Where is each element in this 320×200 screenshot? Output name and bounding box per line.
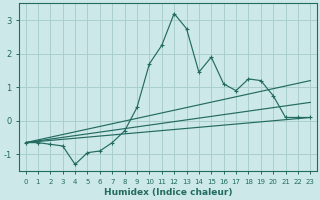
X-axis label: Humidex (Indice chaleur): Humidex (Indice chaleur) xyxy=(104,188,232,197)
